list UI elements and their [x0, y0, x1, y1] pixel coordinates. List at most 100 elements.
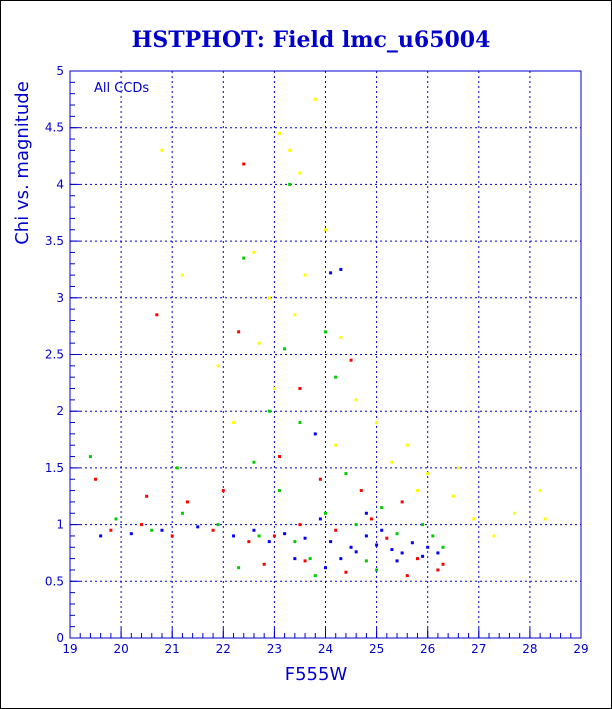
data-point	[354, 398, 358, 402]
data-point	[170, 534, 174, 538]
data-point	[426, 472, 430, 476]
data-point	[359, 489, 363, 493]
x-tick-label: 28	[522, 642, 537, 656]
plot-area-border	[69, 70, 582, 639]
data-point	[329, 271, 333, 275]
data-points	[88, 97, 547, 578]
y-tick-label: 3	[56, 291, 64, 305]
data-point	[385, 536, 389, 540]
data-point	[298, 523, 302, 527]
data-point	[252, 250, 256, 254]
x-tick-label: 26	[420, 642, 435, 656]
data-point	[175, 466, 179, 470]
data-point	[288, 182, 292, 186]
data-point	[313, 97, 317, 101]
x-tick-label: 24	[318, 642, 333, 656]
x-tick-label: 20	[113, 642, 128, 656]
data-point	[293, 540, 297, 544]
y-tick-label: 0	[56, 631, 64, 645]
data-point	[538, 489, 542, 493]
data-point	[354, 523, 358, 527]
y-tick-label: 0.5	[45, 574, 64, 588]
data-point	[267, 540, 271, 544]
data-point	[283, 347, 287, 351]
data-point	[318, 477, 322, 481]
data-point	[252, 528, 256, 532]
data-point	[272, 387, 276, 391]
y-tick-label: 4.5	[45, 121, 64, 135]
x-tick-label: 25	[369, 642, 384, 656]
x-tick-label: 22	[216, 642, 231, 656]
data-point	[186, 500, 190, 504]
data-point	[400, 500, 404, 504]
data-point	[216, 364, 220, 368]
data-point	[160, 528, 164, 532]
data-point	[196, 525, 200, 529]
data-point	[334, 528, 338, 532]
data-point	[431, 534, 435, 538]
data-point	[140, 523, 144, 527]
data-point	[278, 489, 282, 493]
data-point	[375, 421, 379, 425]
axes: 19 20 21 22 23 24 25 26 27 28 29 0 0.5 1 1.5 2 2.5 3 3.5 4 4…	[45, 64, 589, 656]
x-axis-label: F555W	[285, 664, 348, 685]
data-point	[145, 494, 149, 498]
data-point	[395, 532, 399, 536]
data-point	[513, 511, 517, 515]
data-point	[242, 162, 246, 166]
data-point	[334, 375, 338, 379]
y-tick-label: 2.5	[45, 348, 64, 362]
data-point	[109, 528, 113, 532]
data-point	[313, 574, 317, 578]
data-point	[88, 455, 92, 459]
data-point	[324, 330, 327, 334]
chart-title: HSTPHOT: Field lmc_u65004	[132, 27, 491, 53]
data-point	[364, 534, 368, 538]
data-point	[436, 568, 440, 572]
data-point	[349, 545, 353, 549]
data-point	[543, 517, 547, 521]
data-point	[349, 358, 353, 362]
data-point	[415, 557, 419, 561]
data-point	[318, 517, 322, 521]
data-point	[364, 559, 368, 563]
y-tick-label: 1.5	[45, 461, 64, 475]
data-point	[293, 557, 297, 561]
data-point	[334, 443, 338, 447]
data-point	[155, 313, 159, 317]
data-point	[436, 551, 440, 555]
data-point	[339, 557, 343, 561]
data-point	[303, 273, 307, 277]
data-point	[298, 387, 302, 391]
data-point	[329, 540, 333, 544]
data-point	[288, 148, 292, 152]
data-point	[380, 506, 384, 510]
data-point	[237, 566, 241, 570]
data-point	[278, 131, 282, 135]
data-point	[99, 534, 103, 538]
data-point	[380, 528, 384, 532]
data-point	[441, 562, 445, 566]
data-point	[283, 532, 287, 536]
data-point	[492, 534, 496, 538]
data-point	[247, 540, 251, 544]
data-point	[395, 559, 399, 563]
data-point	[375, 568, 379, 572]
data-point	[180, 273, 184, 277]
y-tick-label: 1	[56, 518, 64, 532]
data-point	[303, 536, 307, 540]
data-point	[456, 466, 460, 470]
data-point	[257, 534, 261, 538]
data-point	[410, 541, 414, 545]
x-tick-label: 27	[471, 642, 486, 656]
data-point	[94, 477, 98, 481]
data-point	[114, 517, 118, 521]
data-point	[354, 550, 358, 554]
data-point	[232, 534, 236, 538]
data-point	[451, 494, 455, 498]
y-tick-label: 5	[56, 64, 64, 78]
x-tick-label: 19	[62, 642, 77, 656]
data-point	[267, 409, 271, 413]
data-point	[324, 566, 327, 570]
